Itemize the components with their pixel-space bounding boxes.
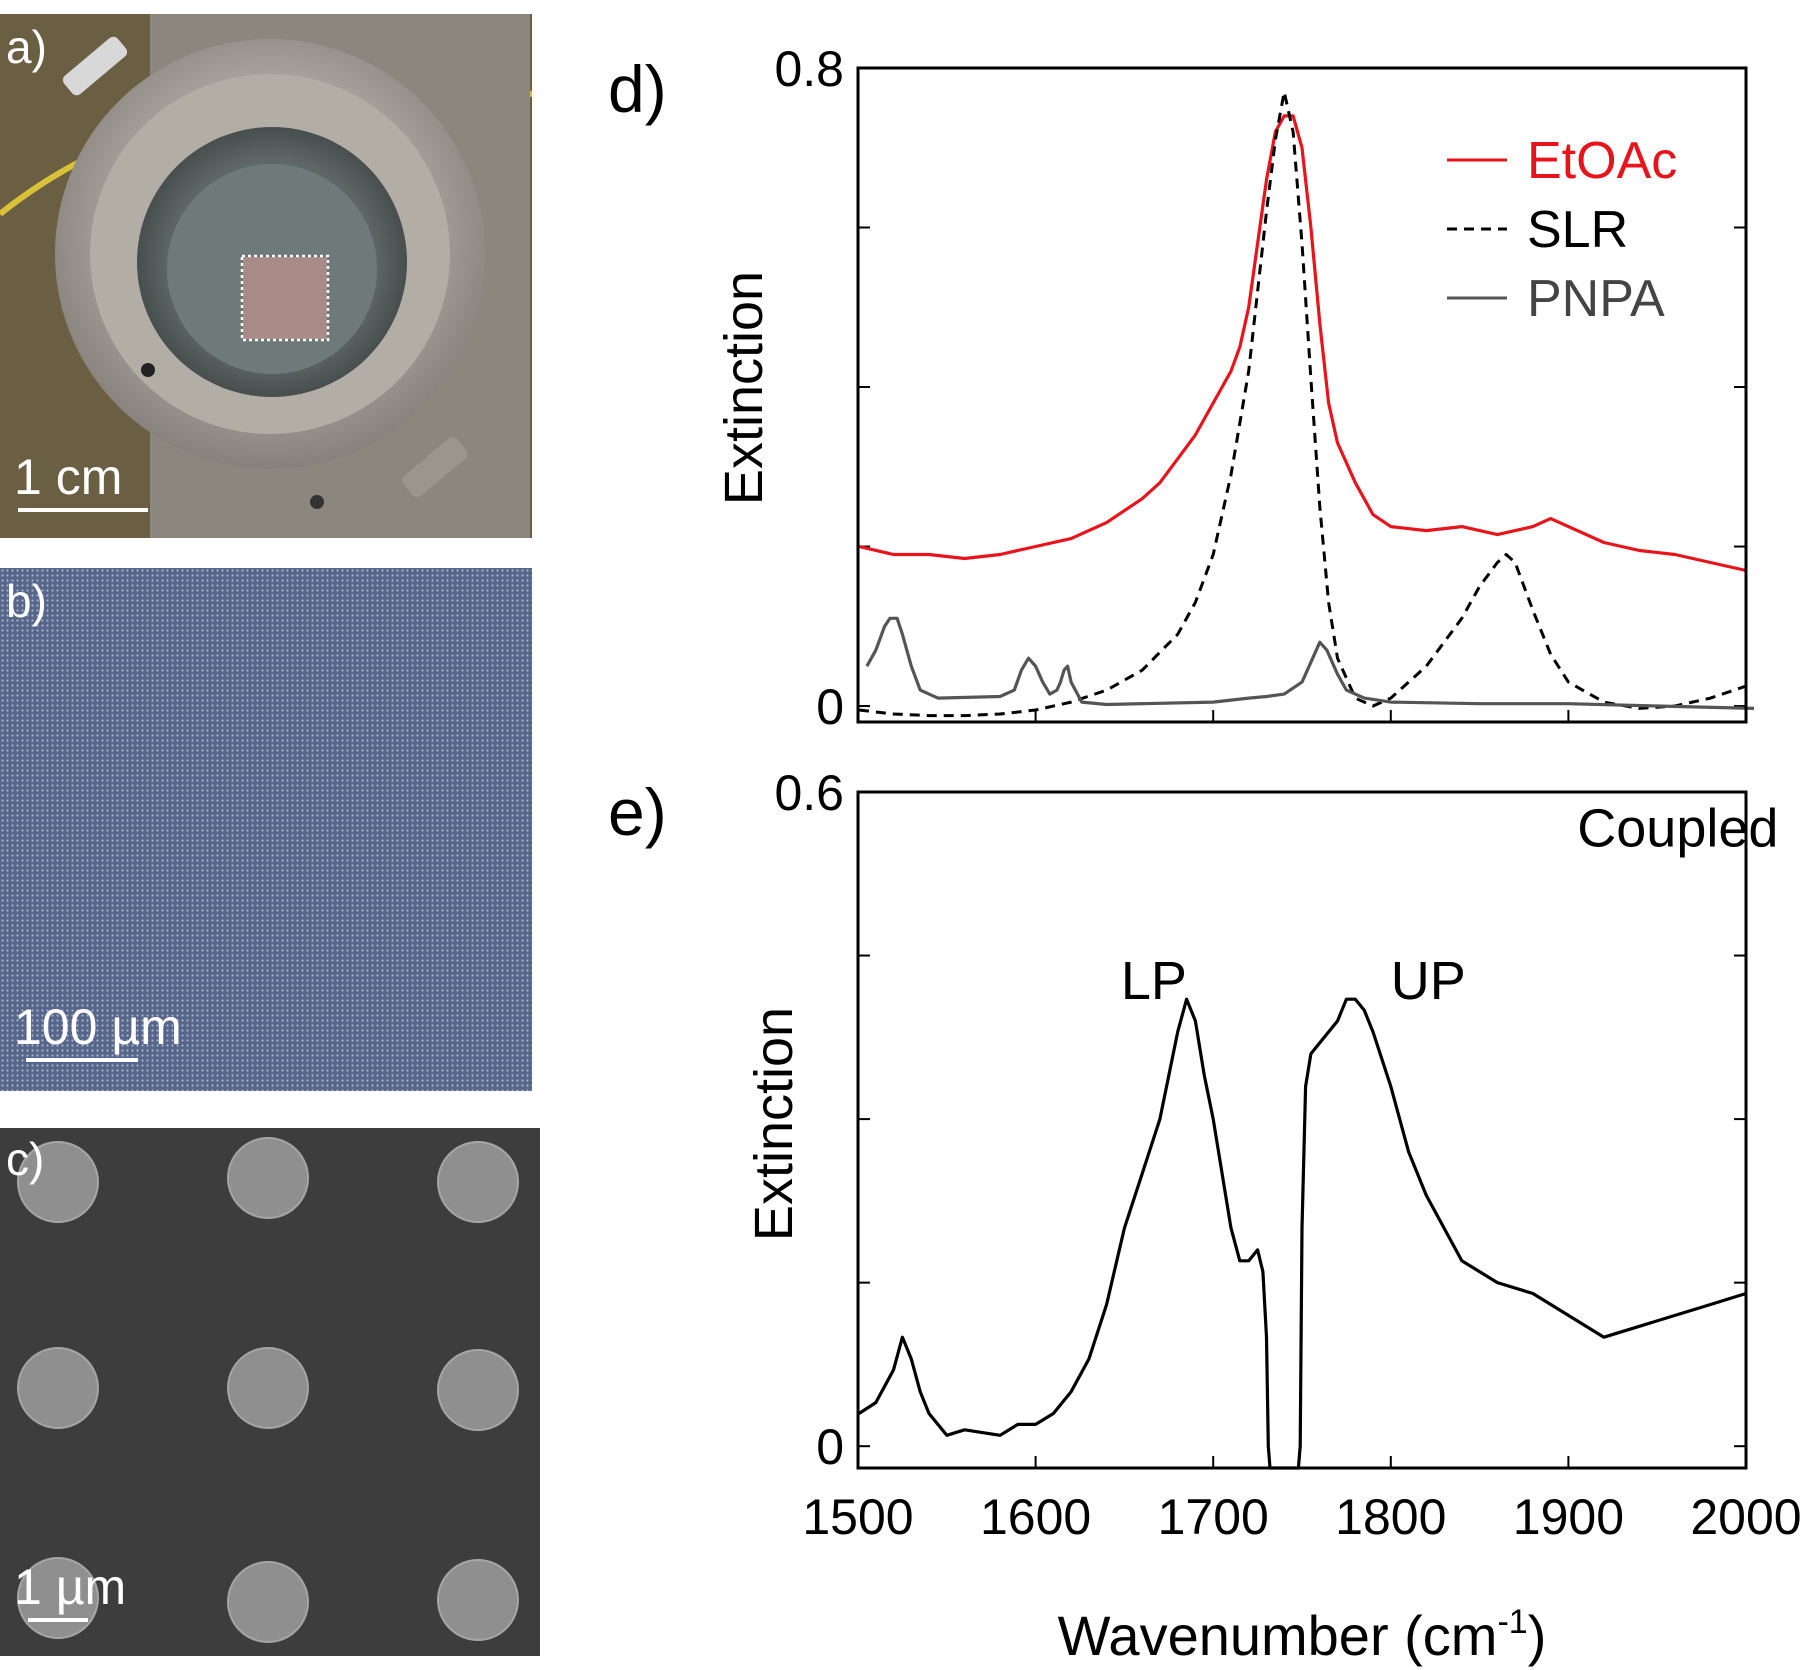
- legend-label-etoac: EtOAc: [1527, 132, 1677, 190]
- series-line-slr: [858, 90, 1747, 718]
- scale-bar-1um: [28, 1618, 88, 1622]
- panel-a-label: a): [6, 21, 47, 73]
- chart-d-ytick-label: 0: [816, 679, 844, 735]
- chart-d-frame: [856, 66, 1748, 724]
- panel-d-label: d): [608, 52, 667, 126]
- panel-b-label: b): [6, 575, 47, 627]
- chart-d-ytick-label: 0.8: [774, 41, 844, 97]
- scale-bar-100um: [26, 1058, 138, 1062]
- legend-label-pnpa: PNPA: [1527, 270, 1665, 328]
- panel-c-sem-image: c) 1 µm: [0, 1128, 540, 1656]
- chart-d-legend: EtOAc SLR PNPA: [1447, 132, 1677, 328]
- legend-label-slr: SLR: [1527, 201, 1628, 259]
- scale-label-1cm: 1 cm: [14, 449, 123, 505]
- panel-a-photo: a) 1 cm: [0, 14, 532, 538]
- scale-label-1um: 1 µm: [14, 1559, 127, 1615]
- sample-holder-photo: [0, 14, 532, 538]
- chart-d-ylabel: Extinction: [714, 271, 774, 505]
- scale-bar-1cm: [18, 508, 148, 512]
- scale-label-100um: 100 µm: [14, 999, 182, 1055]
- series-line-pnpa: [865, 616, 1755, 710]
- array-micrograph: [0, 568, 532, 1091]
- panel-c-label: c): [6, 1133, 45, 1185]
- panel-b-micrograph: b) 100 µm: [0, 568, 532, 1091]
